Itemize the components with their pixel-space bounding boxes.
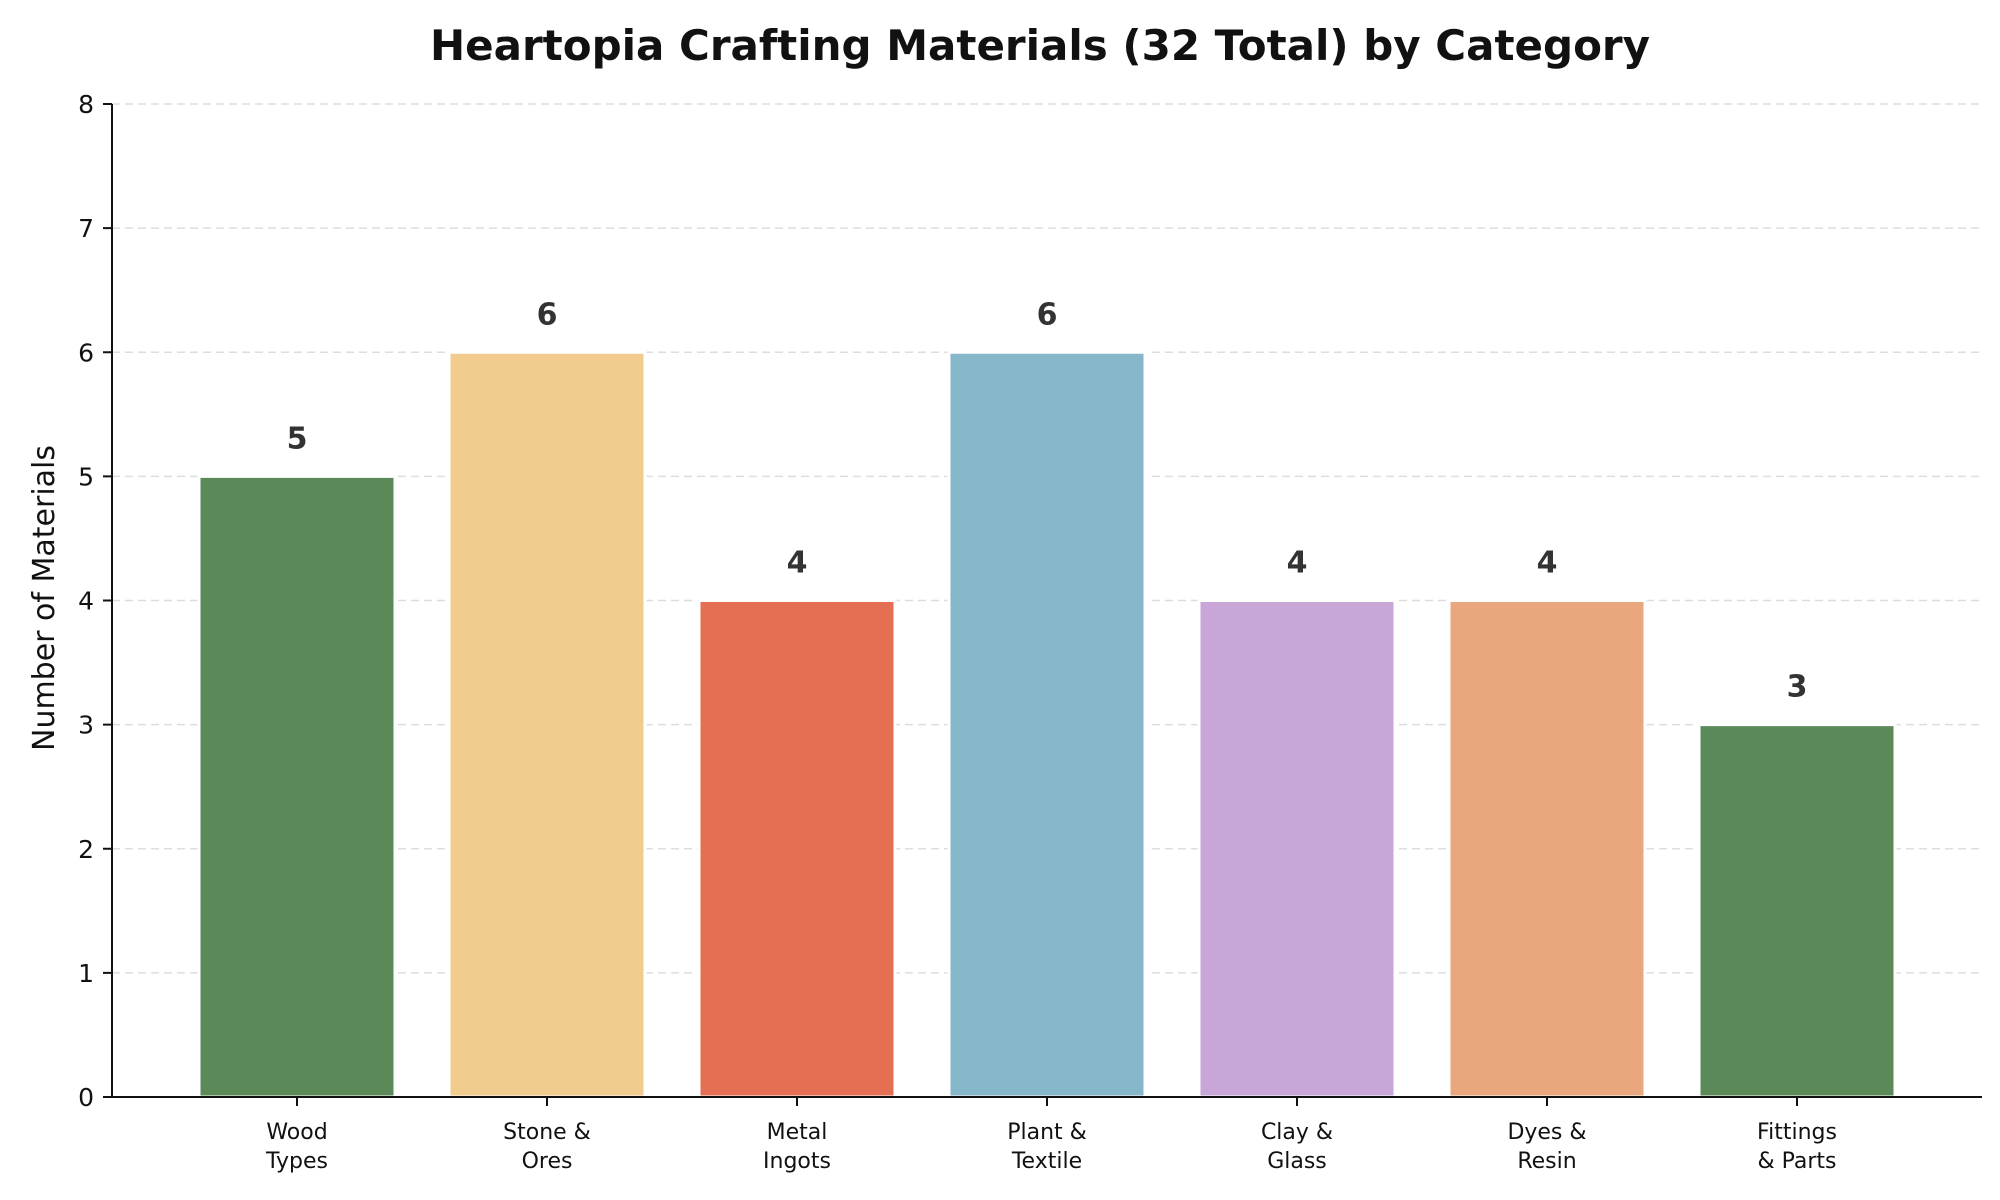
bar xyxy=(447,350,647,1099)
bar xyxy=(1447,599,1647,1099)
y-tick-label: 2 xyxy=(78,835,94,864)
y-ticks: 0 1 2 3 4 5 6 7 8 xyxy=(78,90,112,1112)
bar xyxy=(1697,723,1897,1099)
y-tick-label: 0 xyxy=(78,1083,94,1112)
bar xyxy=(697,599,897,1099)
data-label: 3 xyxy=(1787,670,1808,705)
bar xyxy=(947,350,1147,1099)
x-tick-label: Metal xyxy=(767,1120,828,1145)
x-tick-label: Dyes & xyxy=(1507,1120,1586,1145)
y-tick-label: 1 xyxy=(78,959,94,988)
bar xyxy=(197,474,397,1099)
data-label: 6 xyxy=(537,297,558,332)
data-label: 4 xyxy=(787,546,808,581)
data-labels: 5 6 4 6 4 4 3 xyxy=(287,297,1808,704)
y-tick-label: 7 xyxy=(78,214,94,243)
x-tick-label: & Parts xyxy=(1757,1149,1836,1174)
x-tick-label: Stone & xyxy=(503,1120,591,1145)
data-label: 4 xyxy=(1287,546,1308,581)
y-tick-label: 3 xyxy=(78,711,94,740)
x-tick-label: Resin xyxy=(1517,1149,1576,1174)
x-ticks: Wood Types Stone & Ores Metal Ingots Plant & Te… xyxy=(265,1097,1837,1174)
data-label: 4 xyxy=(1537,546,1558,581)
x-tick-label: Plant & xyxy=(1007,1120,1087,1145)
bar xyxy=(1197,599,1397,1099)
chart-title: Heartopia Crafting Materials (32 Total) … xyxy=(430,21,1650,70)
x-tick-label: Textile xyxy=(1011,1149,1082,1174)
x-tick-label: Ingots xyxy=(763,1149,831,1174)
y-tick-label: 4 xyxy=(78,587,94,616)
x-tick-label: Ores xyxy=(522,1149,573,1174)
y-tick-label: 8 xyxy=(78,90,94,119)
data-label: 5 xyxy=(287,421,308,456)
bars xyxy=(197,350,1897,1099)
x-tick-label: Glass xyxy=(1267,1149,1327,1174)
y-axis-label: Number of Materials xyxy=(27,445,62,751)
x-tick-label: Fittings xyxy=(1757,1120,1837,1145)
x-tick-label: Types xyxy=(265,1149,328,1174)
y-tick-label: 5 xyxy=(78,462,94,491)
y-tick-label: 6 xyxy=(78,338,94,367)
x-tick-label: Wood xyxy=(266,1120,327,1145)
x-tick-label: Clay & xyxy=(1261,1120,1333,1145)
data-label: 6 xyxy=(1037,297,1058,332)
